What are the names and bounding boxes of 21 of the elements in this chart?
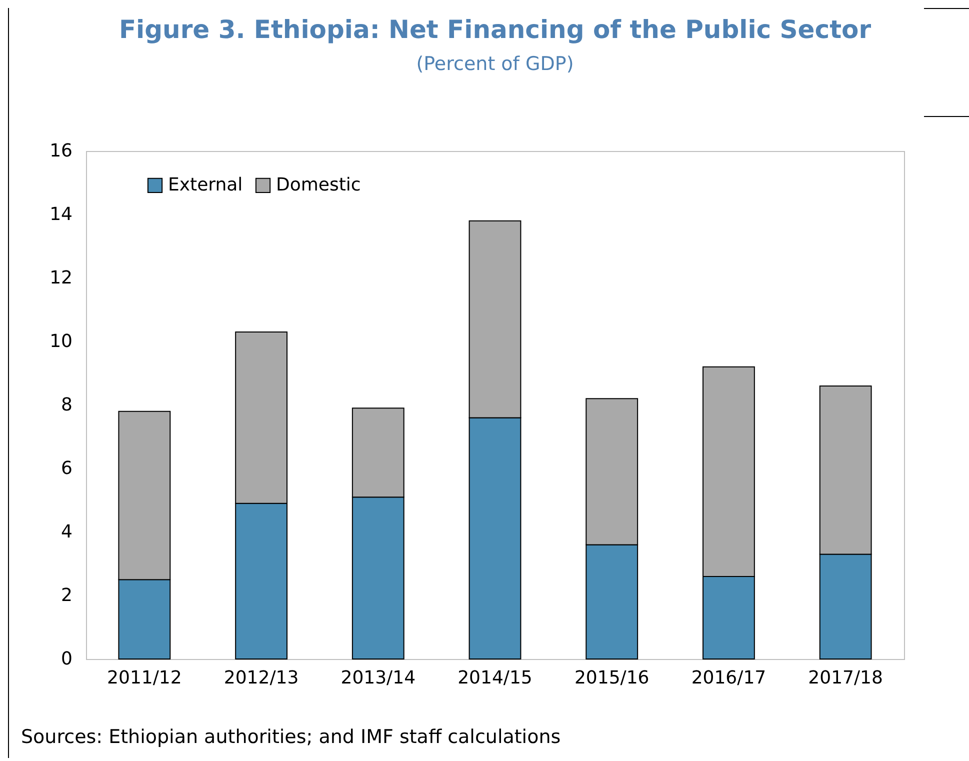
x-tick-label: 2016/17 — [691, 668, 766, 688]
x-tick-label: 2014/15 — [458, 668, 532, 688]
y-tick-label: 8 — [61, 394, 72, 416]
legend-label: External — [168, 174, 243, 196]
x-tick-label: 2013/14 — [340, 668, 416, 688]
legend-label: Domestic — [276, 174, 361, 196]
y-tick-label: 4 — [61, 522, 72, 542]
source-note: Sources: Ethiopian authorities; and IMF staff calculations — [21, 726, 561, 748]
y-tick-label: 6 — [61, 458, 72, 479]
chart-subtitle: (Percent of GDP) — [416, 53, 574, 75]
y-tick-label: 14 — [50, 204, 72, 225]
y-tick-label: 12 — [50, 268, 72, 288]
y-tick-label: 0 — [61, 648, 72, 670]
y-tick-label: 16 — [50, 140, 72, 162]
x-tick-label: 2015/16 — [574, 668, 650, 688]
x-tick-label: 2012/13 — [224, 668, 299, 688]
y-tick-label: 2 — [61, 585, 72, 606]
x-tick-label: 2011/12 — [107, 668, 182, 688]
y-tick-label: 10 — [50, 331, 72, 352]
chart-title: Figure 3. Ethiopia: Net Financing of the Public Sector — [118, 15, 872, 44]
x-tick-label: 2017/18 — [808, 668, 883, 688]
